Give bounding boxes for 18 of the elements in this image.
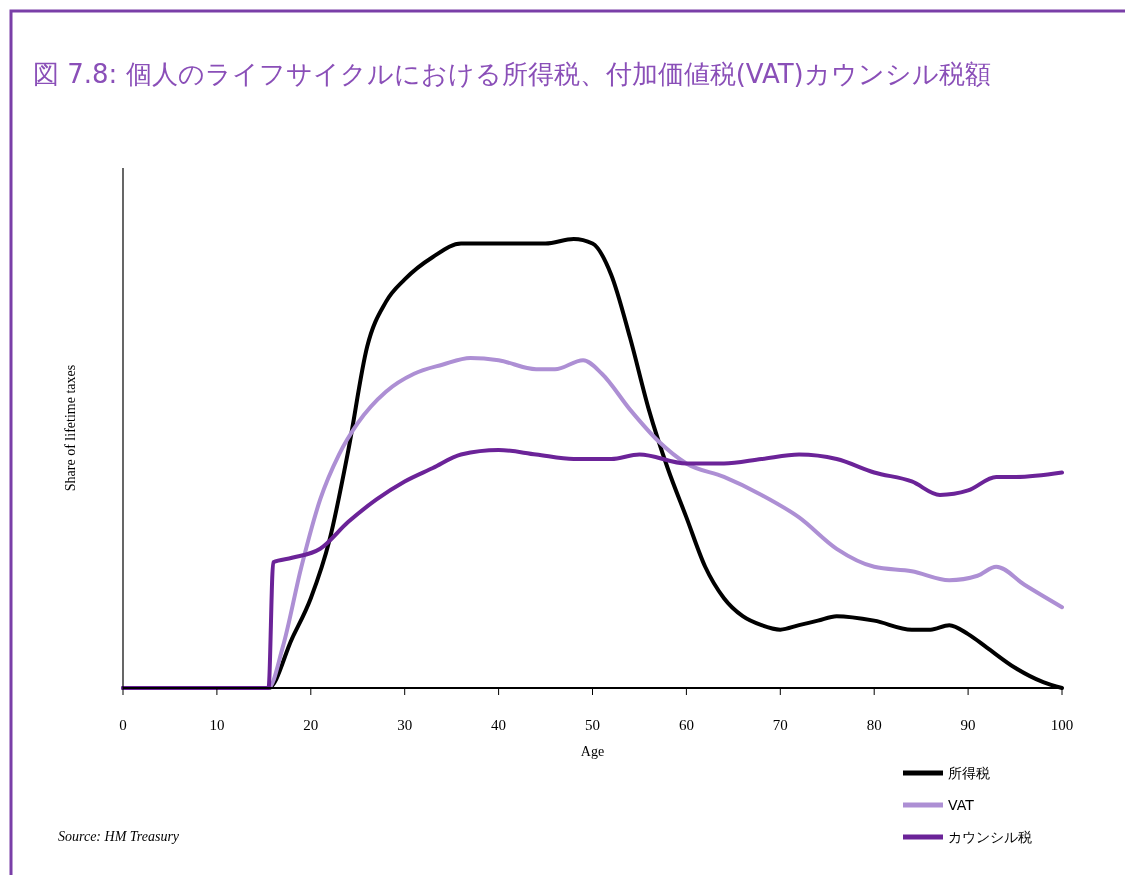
- x-tick-label: 0: [119, 717, 127, 733]
- legend-label: 所得税: [948, 765, 990, 781]
- x-tick-label: 40: [491, 717, 507, 733]
- x-tick-label: 20: [303, 717, 319, 733]
- x-tick-label: 90: [960, 717, 976, 733]
- x-tick-label: 60: [678, 717, 694, 733]
- legend-label: カウンシル税: [948, 829, 1032, 845]
- x-tick-label: 50: [585, 717, 600, 733]
- x-tick-label: 30: [397, 717, 413, 733]
- x-axis-title: Age: [580, 744, 605, 759]
- x-tick-label: 70: [772, 717, 788, 733]
- chart-title: 図 7.8: 個人のライフサイクルにおける所得税、付加価値税(VAT)カウンシル税額: [33, 59, 991, 89]
- x-tick-label: 10: [209, 717, 225, 733]
- x-tick-label: 80: [866, 717, 882, 733]
- x-tick-label: 100: [1050, 717, 1074, 733]
- legend-label: VAT: [948, 797, 975, 813]
- y-axis-title: Share of lifetime taxes: [63, 364, 78, 492]
- source-note: Source: HM Treasury: [58, 829, 180, 844]
